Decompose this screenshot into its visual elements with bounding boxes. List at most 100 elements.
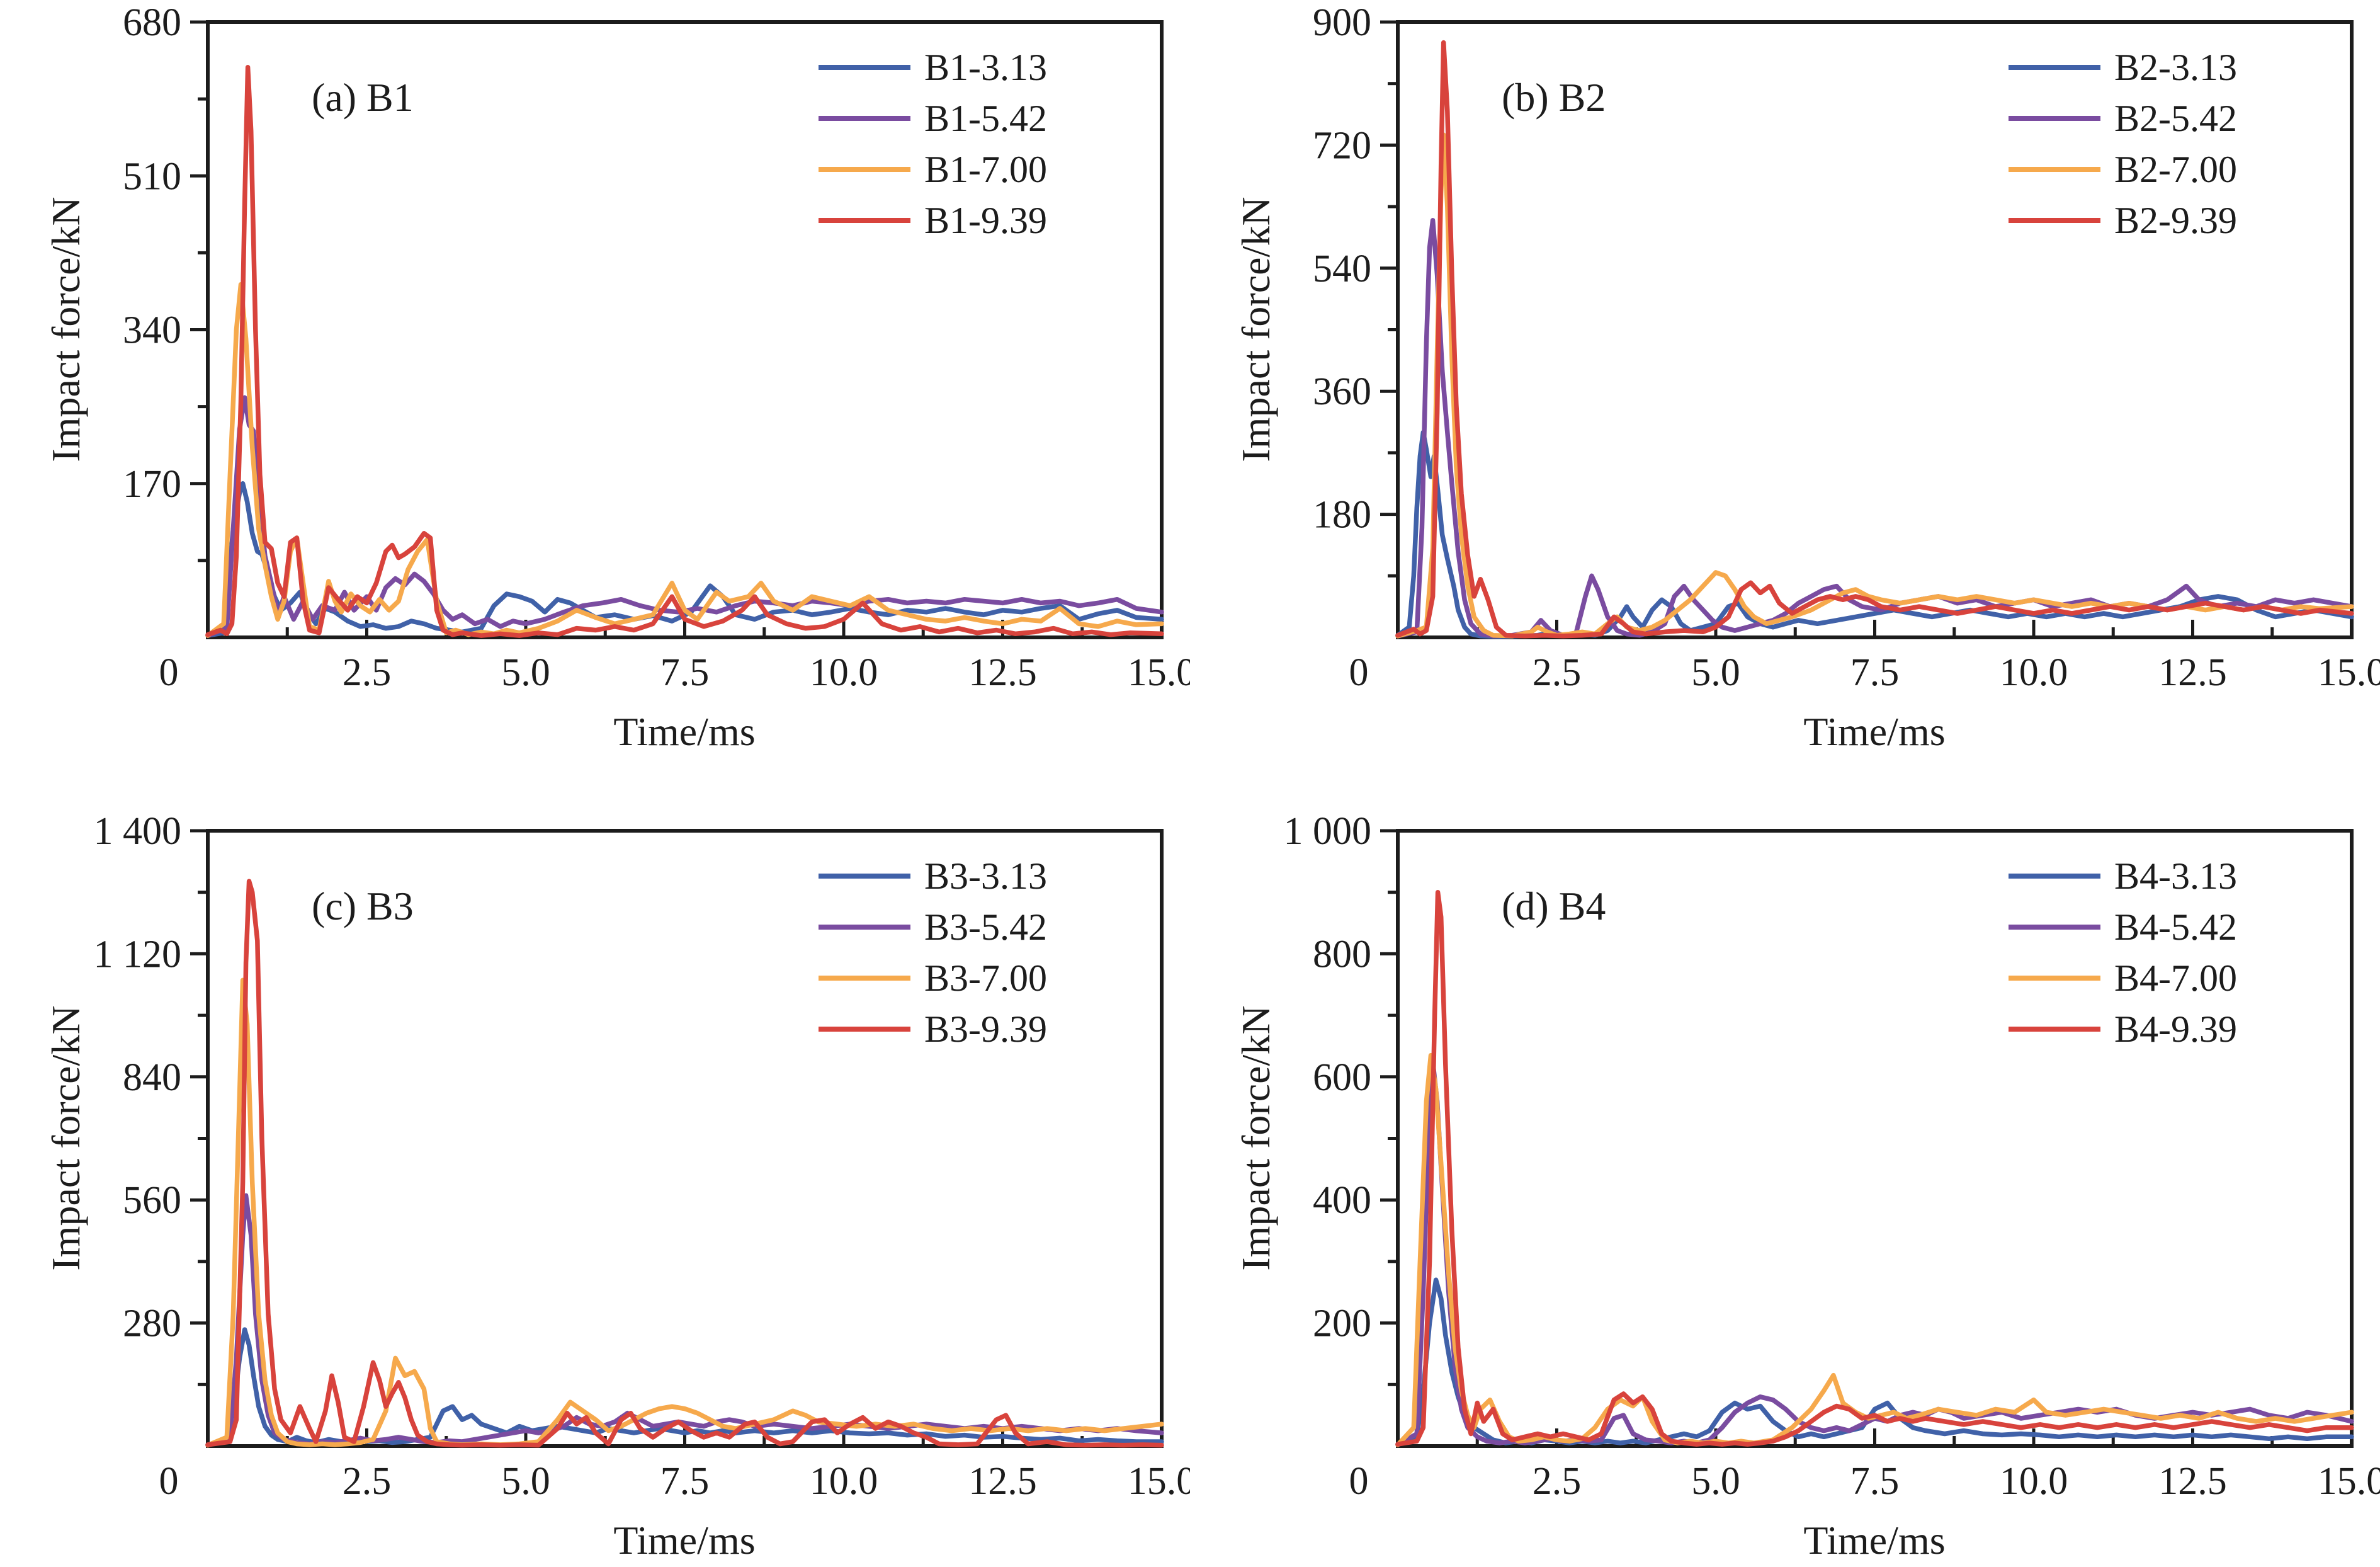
legend-label: B4-3.13: [2114, 855, 2237, 897]
legend-line-sample: [2009, 64, 2100, 70]
y-tick-label: 680: [123, 1, 181, 44]
x-axis-title: Time/ms: [1803, 1518, 1946, 1563]
panel-b4: 0 2.5 5.0 7.5 10.0 12.5 15.0 200 400 600 800 1 000 …: [1190, 783, 2380, 1567]
x-tick-label: 10.0: [810, 1460, 878, 1503]
panel-b1: 0 2.5 5.0 7.5 10.0 12.5 15.0 170 340 510 680 Impac…: [0, 0, 1190, 783]
y-tick-label: 1 120: [94, 933, 182, 976]
x-tick-label: 10.0: [2000, 651, 2068, 694]
legend: B4-3.13 B4-5.42 B4-7.00 B4-9.39: [2009, 850, 2349, 1054]
legend-item: B3-7.00: [819, 952, 1159, 1003]
legend-line-sample: [819, 975, 910, 981]
series-line-B3-7.00: [205, 977, 1164, 1448]
series-line-B3-3.13: [205, 1327, 1164, 1447]
y-tick-label: 540: [1313, 248, 1371, 290]
legend-label: B2-9.39: [2114, 199, 2237, 241]
legend-line-sample: [2009, 166, 2100, 172]
y-axis-title: Impact force/kN: [43, 1005, 88, 1271]
x-tick-label: 10.0: [2000, 1460, 2068, 1503]
legend-item: B2-5.42: [2009, 93, 2349, 144]
legend-label: B1-5.42: [924, 97, 1047, 139]
legend-line-sample: [819, 115, 910, 121]
series-line-B1-7.00: [205, 282, 1164, 638]
y-tick-label: 340: [123, 309, 181, 352]
legend-line-sample: [819, 1026, 910, 1032]
legend-item: B1-7.00: [819, 144, 1159, 195]
x-tick-label: 2.5: [343, 651, 392, 694]
legend-label: B2-5.42: [2114, 97, 2237, 139]
y-tick-label: 600: [1313, 1056, 1371, 1099]
series-line-B4-7.00: [1395, 1052, 2354, 1447]
legend-label: B2-7.00: [2114, 148, 2237, 190]
legend-line-sample: [2009, 1026, 2100, 1032]
x-tick-label: 0: [1349, 651, 1369, 694]
legend-line-sample: [819, 217, 910, 223]
x-tick-label: 5.0: [501, 1460, 550, 1503]
legend-item: B4-9.39: [2009, 1003, 2349, 1054]
series-line-B1-5.42: [205, 395, 1164, 638]
plot-area-b1: 0 2.5 5.0 7.5 10.0 12.5 15.0 170 340 510 680: [123, 1, 1190, 694]
series-line-B4-5.42: [1395, 1059, 2354, 1447]
plot-area-b3: 0 2.5 5.0 7.5 10.0 12.5 15.0 280 560 840 1 120 1 40…: [94, 810, 1191, 1503]
y-tick-label: 560: [123, 1179, 181, 1222]
x-tick-label: 2.5: [1533, 651, 1582, 694]
y-tick-label: 200: [1313, 1302, 1371, 1345]
x-tick-label: 0: [159, 1460, 179, 1503]
legend-item: B2-3.13: [2009, 42, 2349, 93]
series-line-B2-5.42: [1395, 218, 2354, 639]
legend-item: B4-7.00: [2009, 952, 2349, 1003]
legend-item: B1-5.42: [819, 93, 1159, 144]
legend-item: B3-5.42: [819, 901, 1159, 952]
x-tick-label: 12.5: [2158, 1460, 2227, 1503]
panel-b3: 0 2.5 5.0 7.5 10.0 12.5 15.0 280 560 840 1 120 1 40…: [0, 783, 1190, 1567]
y-axis-title: Impact force/kN: [1233, 197, 1278, 462]
x-tick-label: 0: [1349, 1460, 1369, 1503]
legend-line-sample: [2009, 217, 2100, 223]
legend: B1-3.13 B1-5.42 B1-7.00 B1-9.39: [819, 42, 1159, 246]
legend-line-sample: [2009, 115, 2100, 121]
y-tick-label: 720: [1313, 124, 1371, 167]
legend-label: B4-7.00: [2114, 957, 2237, 999]
legend-label: B1-7.00: [924, 148, 1047, 190]
legend-line-sample: [819, 64, 910, 70]
y-tick-label: 840: [123, 1056, 181, 1099]
x-axis-title: Time/ms: [613, 1518, 756, 1563]
panel-b2: 0 2.5 5.0 7.5 10.0 12.5 15.0 180 360 540 720 900 Im…: [1190, 0, 2380, 783]
legend-line-sample: [2009, 975, 2100, 981]
x-tick-label: 5.0: [1691, 1460, 1740, 1503]
legend-label: B1-3.13: [924, 46, 1047, 88]
legend-label: B3-3.13: [924, 855, 1047, 897]
x-tick-label: 15.0: [2318, 1460, 2380, 1503]
x-tick-label: 10.0: [810, 651, 878, 694]
y-tick-label: 1 000: [1284, 810, 1372, 853]
legend-item: B2-7.00: [2009, 144, 2349, 195]
x-tick-label: 2.5: [343, 1460, 392, 1503]
y-tick-label: 360: [1313, 370, 1371, 413]
legend-line-sample: [2009, 924, 2100, 930]
y-tick-label: 1 400: [94, 810, 182, 853]
x-tick-label: 12.5: [2158, 651, 2227, 694]
plot-area-b4: 0 2.5 5.0 7.5 10.0 12.5 15.0 200 400 600 800 1 000: [1284, 810, 2380, 1503]
legend-line-sample: [819, 873, 910, 879]
y-tick-label: 280: [123, 1302, 181, 1345]
series-line-B1-9.39: [205, 65, 1164, 638]
legend: B2-3.13 B2-5.42 B2-7.00 B2-9.39: [2009, 42, 2349, 246]
y-tick-label: 170: [123, 463, 181, 506]
legend-label: B1-9.39: [924, 199, 1047, 241]
x-tick-label: 7.5: [1850, 651, 1900, 694]
legend-line-sample: [2009, 873, 2100, 879]
panel-label: (a) B1: [312, 75, 414, 120]
x-tick-label: 0: [159, 651, 179, 694]
legend-line-sample: [819, 166, 910, 172]
x-tick-label: 12.5: [968, 651, 1037, 694]
x-tick-label: 7.5: [660, 651, 710, 694]
legend-label: B3-9.39: [924, 1008, 1047, 1050]
legend-item: B2-9.39: [2009, 195, 2349, 246]
panel-label: (b) B2: [1502, 75, 1606, 120]
y-tick-label: 180: [1313, 494, 1371, 537]
legend-label: B4-5.42: [2114, 906, 2237, 948]
x-tick-label: 7.5: [660, 1460, 710, 1503]
x-tick-label: 12.5: [968, 1460, 1037, 1503]
y-tick-label: 400: [1313, 1179, 1371, 1222]
legend: B3-3.13 B3-5.42 B3-7.00 B3-9.39: [819, 850, 1159, 1054]
